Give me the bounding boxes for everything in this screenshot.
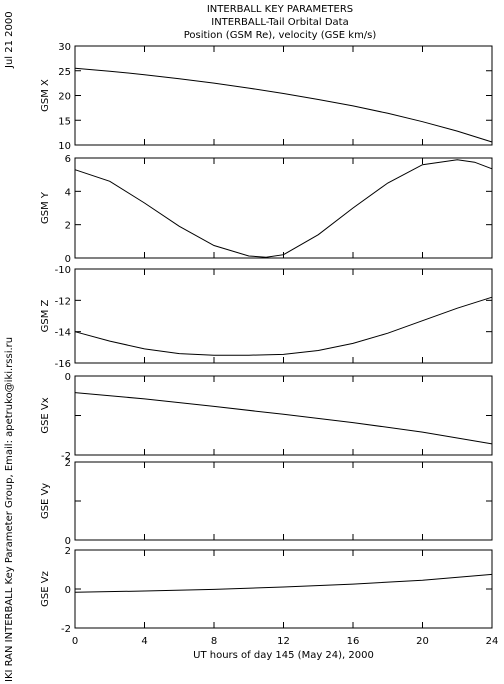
- x-tick-label: 0: [72, 636, 78, 647]
- x-axis-label: UT hours of day 145 (May 24), 2000: [193, 650, 374, 661]
- title-spacecraft: INTERBALL-Tail Orbital Data: [211, 17, 349, 28]
- series-line: [74, 296, 493, 356]
- series-line: [74, 67, 493, 143]
- panel-1: 30 25 20 15 10 GSM X: [40, 42, 493, 152]
- series-line: [74, 573, 493, 593]
- y-tick-label: -12: [55, 296, 71, 307]
- x-tick-label: 12: [277, 636, 290, 647]
- y-tick-label: 6: [65, 154, 71, 165]
- y-axis-label: GSE Vy: [40, 483, 51, 519]
- panel-frame: [74, 549, 493, 629]
- y-axis-label: GSM Z: [40, 299, 51, 332]
- y-tick-label: 20: [58, 92, 71, 103]
- panel-6: 2 0 -2 GSE Vz: [40, 546, 493, 635]
- panel-2: 6 4 2 0 GSM Y: [40, 154, 493, 265]
- y-tick-label: 0: [65, 536, 71, 547]
- panel-frame: [74, 461, 493, 541]
- x-tick-label: 24: [486, 636, 499, 647]
- y-tick-label: 30: [58, 42, 71, 53]
- y-tick-label: 2: [65, 221, 71, 232]
- y-axis-label: GSM Y: [40, 191, 51, 224]
- y-tick-label: 0: [65, 254, 71, 265]
- x-tick-label: 4: [141, 636, 147, 647]
- y-axis-label: GSM X: [40, 79, 51, 112]
- series-line: [74, 392, 493, 445]
- y-tick-label: 10: [58, 141, 71, 152]
- panel-frame: [74, 157, 493, 259]
- panel-4: 0 -2 GSE Vx: [40, 372, 493, 462]
- panel-frame: [74, 45, 493, 146]
- panel-3: -10 -12 -14 -16 GSM Z: [40, 265, 493, 370]
- y-tick-label: 0: [65, 372, 71, 383]
- panel-frame: [74, 268, 493, 364]
- y-tick-label: 0: [65, 585, 71, 596]
- y-tick-label: 2: [65, 458, 71, 469]
- x-tick-label: 16: [347, 636, 360, 647]
- y-tick-label: -2: [61, 624, 71, 635]
- y-tick-label: 2: [65, 546, 71, 557]
- series-line: [74, 159, 493, 258]
- panel-5: 2 0 GSE Vy: [40, 458, 493, 547]
- y-axis-label: GSE Vz: [40, 571, 51, 607]
- title-units: Position (GSM Re), velocity (GSE km/s): [183, 30, 377, 41]
- y-tick-label: 15: [58, 116, 71, 127]
- y-tick-label: -2: [61, 451, 71, 462]
- y-tick-label: -14: [55, 328, 71, 339]
- y-axis-label: GSE Vx: [40, 397, 51, 433]
- y-tick-label: -10: [55, 265, 71, 276]
- title-main: INTERBALL KEY PARAMETERS: [206, 4, 354, 15]
- panel-frame: [74, 375, 493, 456]
- x-tick-label: 20: [416, 636, 429, 647]
- y-tick-label: -16: [55, 359, 71, 370]
- y-tick-label: 25: [58, 67, 71, 78]
- x-tick-label: 8: [211, 636, 217, 647]
- y-tick-label: 4: [65, 187, 71, 198]
